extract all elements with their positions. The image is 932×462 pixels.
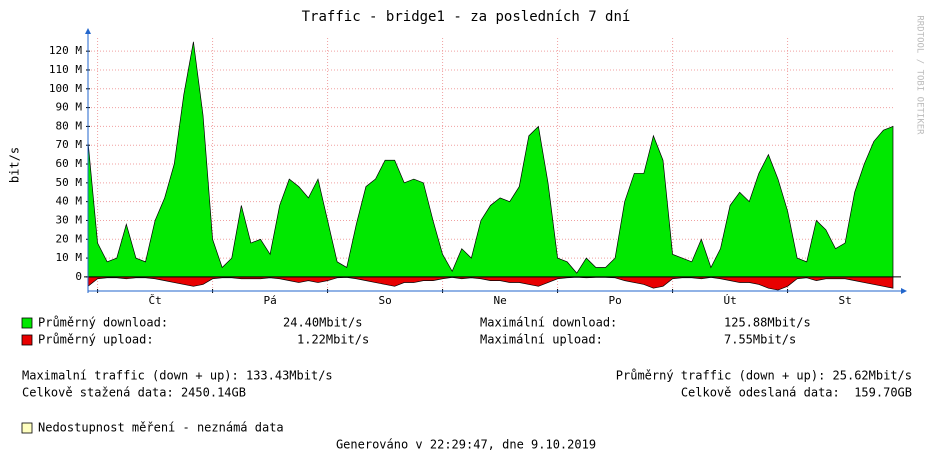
unknown-swatch <box>21 422 33 434</box>
x-tick-label: Ne <box>493 294 506 307</box>
x-tick-label: Pá <box>263 294 276 307</box>
y-tick-label: 30 M <box>56 213 83 226</box>
unknown-label: Nedostupnost měření - neznámá data <box>38 421 284 435</box>
x-axis-arrow <box>901 288 907 294</box>
x-tick-label: So <box>378 294 391 307</box>
area <box>87 41 894 278</box>
legend-max: 125.88Mbit/s <box>724 316 811 330</box>
summary: Celkově stažená data: 2450.14GB <box>22 386 246 400</box>
y-tick-label: 40 M <box>56 195 83 208</box>
y-tick-label: 10 M <box>56 251 83 264</box>
watermark: RRDTOOL / TOBI OETIKER <box>915 15 925 135</box>
legend-swatch <box>21 334 33 346</box>
generated: Generováno v 22:29:47, dne 9.10.2019 <box>336 438 596 452</box>
legend-swatch <box>21 317 33 329</box>
x-tick-label: Čt <box>148 294 161 307</box>
y-tick-label: 20 M <box>56 232 83 245</box>
y-tick-label: 0 <box>75 270 82 283</box>
y-tick-label: 80 M <box>56 119 83 132</box>
summary: Průměrný traffic (down + up): 25.62Mbit/… <box>616 369 912 383</box>
area <box>87 276 894 291</box>
x-tick-label: Po <box>608 294 621 307</box>
chart-title: Traffic - bridge1 - za posledních 7 dní <box>302 9 631 25</box>
x-tick-label: Út <box>723 294 736 307</box>
y-tick-label: 90 M <box>56 101 83 114</box>
y-tick-label: 60 M <box>56 157 83 170</box>
y-tick-label: 100 M <box>49 82 82 95</box>
legend-label: Průměrný upload: <box>38 333 154 347</box>
legend-max: 7.55Mbit/s <box>724 333 796 347</box>
summary: Maximalní traffic (down + up): 133.43Mbi… <box>22 369 333 383</box>
legend-label: Průměrný download: <box>38 316 168 330</box>
legend-max-label: Maximální upload: <box>480 333 603 347</box>
y-tick-label: 50 M <box>56 176 83 189</box>
legend-avg: 1.22Mbit/s <box>297 333 369 347</box>
y-axis-label: bit/s <box>8 147 22 183</box>
y-tick-label: 70 M <box>56 138 83 151</box>
x-tick-label: St <box>838 294 851 307</box>
y-axis-arrow <box>85 28 91 34</box>
legend-avg: 24.40Mbit/s <box>283 316 362 330</box>
legend-max-label: Maximální download: <box>480 316 617 330</box>
y-tick-label: 110 M <box>49 63 82 76</box>
y-tick-label: 120 M <box>49 44 82 57</box>
summary: Celkově odeslaná data: 159.70GB <box>681 386 912 400</box>
